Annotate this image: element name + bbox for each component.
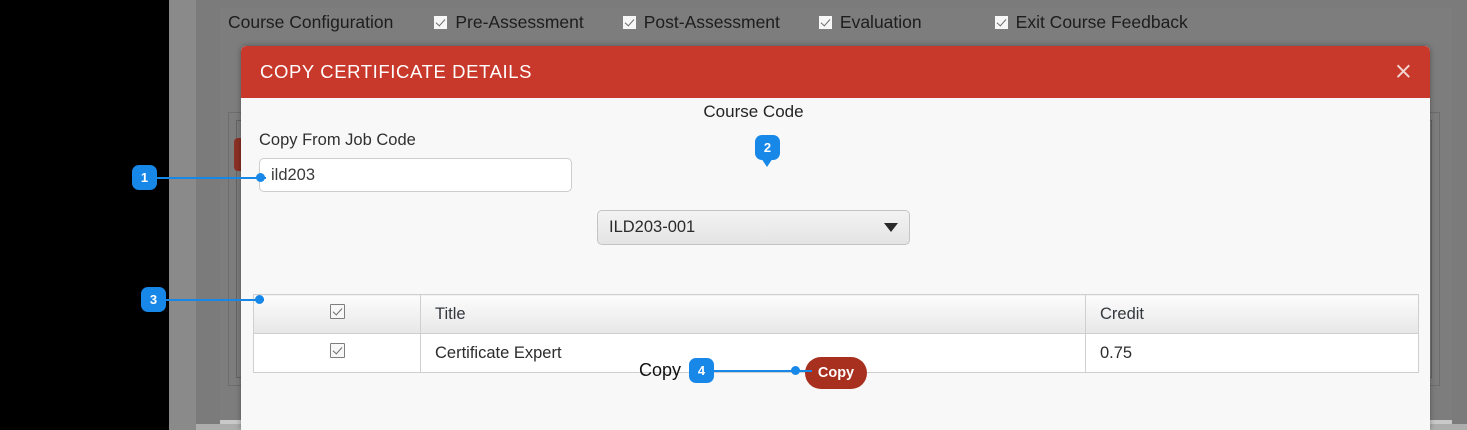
table-row[interactable]: Certificate Expert 0.75 (253, 333, 1419, 373)
toolbar-item-exit-course-feedback[interactable]: Exit Course Feedback (993, 11, 1188, 33)
toolbar-item-label: Exit Course Feedback (1015, 11, 1188, 32)
table-header-title: Title (420, 294, 1086, 334)
annotation-line-4 (714, 370, 812, 372)
annotation-dot-1 (256, 173, 265, 182)
table-header-select-all[interactable] (253, 294, 421, 334)
chevron-down-icon (884, 223, 898, 232)
course-configuration-toolbar: Course Configuration Pre-Assessment Post… (196, 0, 1467, 44)
copy-annotation-caption: Copy (639, 360, 682, 380)
toolbar-item-post-assessment[interactable]: Post-Assessment (621, 11, 780, 33)
table-row-title: Certificate Expert (420, 333, 1086, 373)
toolbar-item-pre-assessment[interactable]: Pre-Assessment (433, 11, 584, 33)
annotation-badge-2: 2 (755, 135, 780, 160)
annotation-dot-4 (791, 366, 800, 375)
table-header-row: Title Credit (253, 294, 1419, 334)
job-code-input[interactable] (259, 158, 572, 192)
checkbox-checked-icon[interactable] (329, 304, 345, 319)
checkbox-checked-icon[interactable] (329, 343, 345, 358)
background-hidden-red-button (234, 138, 245, 171)
table-header-credit: Credit (1085, 294, 1419, 334)
modal-header: COPY CERTIFICATE DETAILS × (241, 46, 1430, 98)
toolbar-item-label: Pre-Assessment (455, 11, 584, 32)
table-head: Title Credit (253, 294, 1419, 334)
course-code-select[interactable]: ILD203-001 (597, 210, 910, 245)
toolbar-item-evaluation[interactable]: Evaluation (817, 11, 922, 33)
checkbox-checked-icon[interactable] (621, 14, 637, 30)
toolbar-item-label: Post-Assessment (643, 11, 780, 32)
toolbar-label-text: Course Configuration (228, 11, 394, 32)
course-code-label: Course Code (703, 102, 804, 121)
background-left-strip (169, 0, 196, 430)
annotation-line-1 (156, 177, 266, 179)
table-row-checkbox-cell[interactable] (253, 333, 421, 373)
close-icon[interactable]: × (1393, 58, 1413, 85)
annotation-badge-4: 4 (689, 358, 714, 383)
table-body: Certificate Expert 0.75 (253, 333, 1419, 373)
copy-button[interactable]: Copy (805, 357, 867, 389)
copy-certificate-details-modal: COPY CERTIFICATE DETAILS × Copy From Job… (241, 46, 1430, 430)
job-code-label: Copy From Job Code (259, 131, 416, 149)
annotation-line-3 (166, 299, 264, 301)
table-row-credit: 0.75 (1085, 333, 1419, 373)
annotation-dot-3 (255, 295, 264, 304)
job-code-field-group: Copy From Job Code (259, 131, 572, 192)
toolbar-label-course-configuration: Course Configuration (228, 12, 393, 33)
modal-body: Copy From Job Code Course Code ILD203-00… (241, 98, 1430, 430)
course-code-selected-value: ILD203-001 (609, 218, 696, 236)
annotation-badge-3: 3 (141, 287, 166, 312)
annotation-tail-2 (761, 158, 773, 167)
toolbar-item-label: Evaluation (839, 11, 922, 32)
checkbox-checked-icon[interactable] (433, 14, 449, 30)
checkbox-checked-icon[interactable] (817, 14, 833, 30)
checkbox-checked-icon[interactable] (993, 14, 1009, 30)
modal-title: COPY CERTIFICATE DETAILS (260, 61, 533, 82)
annotation-badge-1: 1 (132, 165, 157, 190)
